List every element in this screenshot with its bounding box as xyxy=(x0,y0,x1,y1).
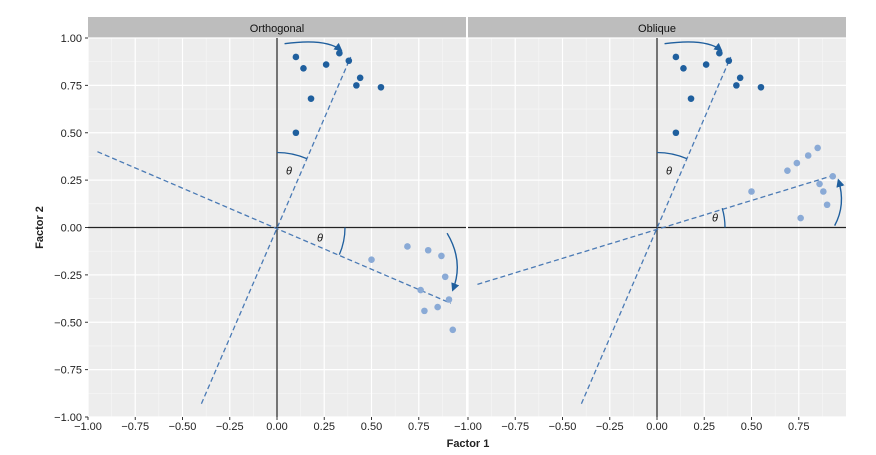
theta-label-horizontal: θ xyxy=(712,213,718,225)
x-tick-label: −0.25 xyxy=(216,421,244,433)
y-tick-label: −0.75 xyxy=(54,365,82,377)
y-tick-label: 0.25 xyxy=(61,175,82,187)
facet-panel-1: Orthogonal θ θ −1.00 −0.75 −0.50 −0.25 0.00 0.25… xyxy=(74,17,466,433)
angle-arc-horizontal xyxy=(338,227,346,255)
theta-label-vertical: θ xyxy=(666,166,672,178)
y-tick-label: −1.00 xyxy=(54,412,82,424)
data-point-cluster-b xyxy=(804,152,812,159)
data-point-cluster-b xyxy=(434,303,441,311)
data-point-cluster-a xyxy=(300,65,307,72)
y-tick-label: −0.25 xyxy=(54,270,82,282)
rotation-arrow-top xyxy=(284,41,343,52)
data-point-cluster-a xyxy=(725,57,733,65)
data-point-cluster-b xyxy=(793,159,801,167)
x-tick-label: 0.50 xyxy=(361,421,382,433)
data-point-cluster-b xyxy=(368,256,375,264)
facet-title: Oblique xyxy=(638,23,676,35)
data-point-cluster-a xyxy=(672,53,680,61)
data-point-cluster-a xyxy=(377,83,385,91)
x-tick-label: −0.75 xyxy=(501,421,529,433)
data-point-cluster-a xyxy=(733,82,740,89)
rotated-axis-1 xyxy=(97,151,452,304)
data-point-cluster-a xyxy=(292,129,300,137)
data-point-cluster-a xyxy=(757,83,765,91)
data-point-cluster-b xyxy=(424,246,432,254)
data-point-cluster-a xyxy=(322,61,330,68)
rotation-arrow-right xyxy=(446,232,460,292)
rotation-arrow-top xyxy=(664,41,723,52)
rotated-axis-2 xyxy=(580,56,732,404)
data-point-cluster-b xyxy=(441,273,449,281)
x-tick-label: 0.25 xyxy=(314,421,335,433)
x-tick-label: 0.75 xyxy=(408,421,429,433)
facet-title: Orthogonal xyxy=(250,23,304,35)
data-point-cluster-a xyxy=(307,95,315,102)
y-tick-label: 1.00 xyxy=(61,33,82,45)
facet-strip xyxy=(88,17,466,38)
x-tick-label: −0.50 xyxy=(549,421,577,433)
theta-label-horizontal: θ xyxy=(317,233,323,245)
data-point-cluster-b xyxy=(784,167,791,174)
rotated-axis-2 xyxy=(200,56,352,404)
x-tick-label: −0.25 xyxy=(596,421,624,433)
rotated-axis-1 xyxy=(477,173,837,285)
x-tick-label: −1.00 xyxy=(454,421,482,433)
y-tick-label: −0.50 xyxy=(54,317,82,329)
y-tick-label: 0.50 xyxy=(61,128,82,140)
data-point-cluster-b xyxy=(829,173,837,180)
data-point-cluster-b xyxy=(417,286,424,294)
x-tick-label: 0.75 xyxy=(788,421,809,433)
y-tick-label: 0.00 xyxy=(61,223,82,235)
data-point-cluster-b xyxy=(404,243,411,250)
angle-arc-vertical xyxy=(656,151,688,160)
rotation-arrow-right xyxy=(834,178,845,226)
data-point-cluster-a xyxy=(353,82,360,89)
x-tick-label: −0.75 xyxy=(121,421,149,433)
x-tick-label: 0.50 xyxy=(741,421,762,433)
x-tick-label: 0.25 xyxy=(694,421,715,433)
facet-panel-2: Oblique θ θ −1.00 −0.75 −0.50 −0.25 0.00 0.25 0.5… xyxy=(454,17,846,433)
x-tick-label: −1.00 xyxy=(74,421,102,433)
data-point-cluster-b xyxy=(816,180,823,188)
x-tick-label: 0.00 xyxy=(646,421,667,433)
data-point-cluster-a xyxy=(680,65,687,72)
x-tick-label: −0.50 xyxy=(169,421,197,433)
y-axis-title: Factor 2 xyxy=(34,206,46,249)
data-point-cluster-a xyxy=(345,57,353,65)
data-point-cluster-b xyxy=(823,201,831,209)
data-point-cluster-a xyxy=(356,74,364,82)
x-axis-title: Factor 1 xyxy=(447,438,490,450)
y-tick-label: 0.75 xyxy=(61,80,82,92)
data-point-cluster-b xyxy=(748,188,755,195)
data-point-cluster-a xyxy=(736,74,744,82)
theta-label-vertical: θ xyxy=(286,166,292,178)
data-point-cluster-a xyxy=(336,49,343,57)
data-point-cluster-b xyxy=(445,296,453,303)
data-point-cluster-b xyxy=(820,188,827,195)
angle-arc-horizontal xyxy=(721,208,726,228)
facet-strip xyxy=(468,17,846,38)
data-point-cluster-b xyxy=(421,307,428,315)
data-point-cluster-b xyxy=(449,326,457,334)
data-point-cluster-b xyxy=(814,144,821,152)
data-point-cluster-a xyxy=(702,61,710,68)
x-tick-label: 0.00 xyxy=(266,421,287,433)
data-point-cluster-a xyxy=(687,95,695,102)
data-point-cluster-a xyxy=(672,129,680,137)
data-point-cluster-a xyxy=(716,49,723,57)
angle-arc-vertical xyxy=(276,151,308,160)
data-point-cluster-a xyxy=(292,53,300,61)
data-point-cluster-b xyxy=(797,214,804,222)
data-point-cluster-b xyxy=(438,252,445,260)
